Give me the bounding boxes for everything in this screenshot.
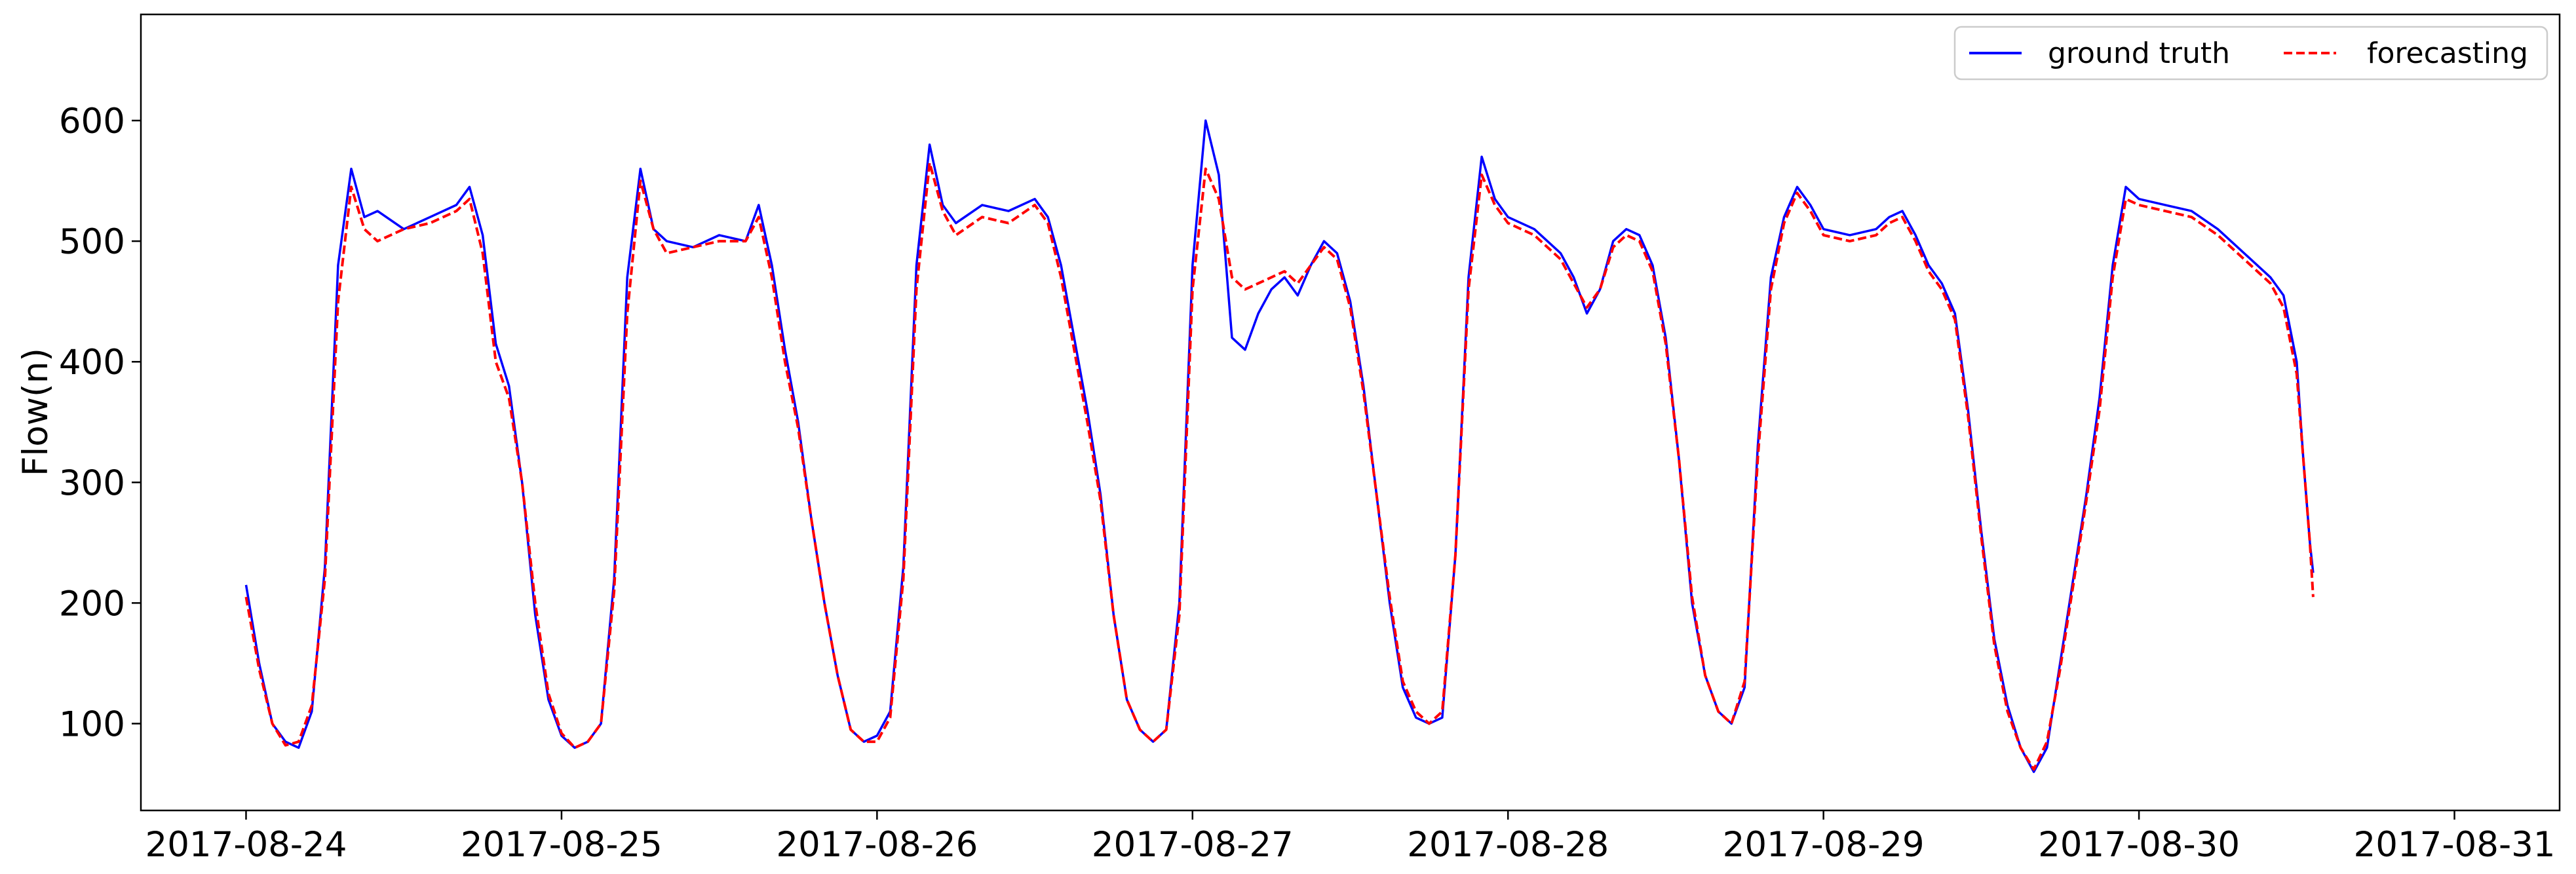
x-tick-label: 2017-08-26 [776,825,978,865]
series-line-forecasting [244,161,2315,771]
x-tick-label: 2017-08-29 [1723,825,1925,865]
y-tick-label: 200 [59,584,125,624]
y-tick-label: 300 [59,463,125,503]
plot-frame [140,13,2561,812]
legend: ground truth forecasting [1953,26,2548,81]
x-tick-label: 2017-08-24 [145,825,347,865]
x-axis: 2017-08-24 2017-08-25 2017-08-26 2017-08-27… [145,810,2556,865]
y-tick-label: 100 [59,704,125,744]
x-tick-label: 2017-08-28 [1407,825,1609,865]
y-tick-label: 500 [59,222,125,262]
x-tick-label: 2017-08-27 [1092,825,1294,865]
x-tick-label: 2017-08-25 [461,825,663,865]
legend-label-forecasting: forecasting [2367,37,2528,70]
legend-label-ground-truth: ground truth [2048,37,2230,70]
legend-box [1953,26,2548,81]
y-tick-label: 600 [59,102,125,142]
x-tick-label: 2017-08-30 [2038,825,2240,865]
x-tick-label: 2017-08-31 [2354,825,2556,865]
y-axis-label: Flow(n) [16,348,56,476]
series-line-ground-truth [244,119,2315,773]
series-layer [244,119,2315,773]
y-tick-label: 400 [59,343,125,383]
y-axis: 100 200 300 400 500 600 [59,102,141,744]
